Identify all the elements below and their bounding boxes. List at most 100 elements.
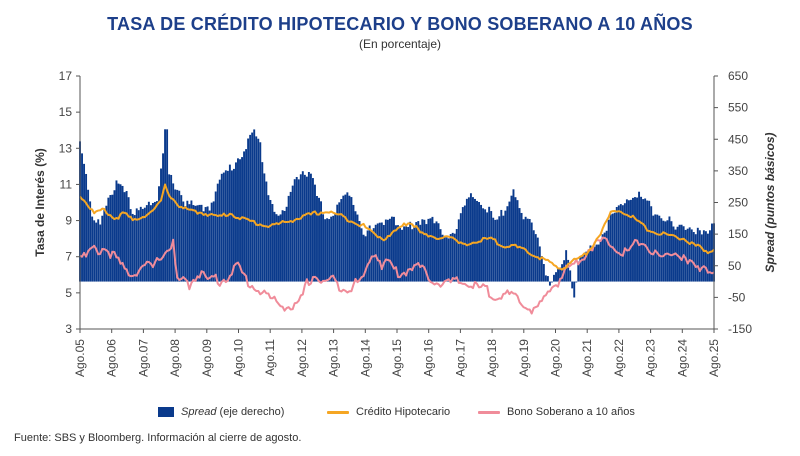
spread-bar <box>482 208 485 282</box>
spread-bar <box>309 173 312 282</box>
spread-bar <box>496 219 499 282</box>
x-tick-label: Ago.06 <box>105 339 119 377</box>
spread-bar <box>451 232 454 282</box>
spread-bar <box>443 236 446 282</box>
x-tick-label: Ago.10 <box>232 339 246 377</box>
spread-bar <box>555 272 557 282</box>
spread-bar <box>117 183 120 282</box>
x-tick-label: Ago.15 <box>390 339 404 377</box>
spread-bar <box>174 189 177 282</box>
spread-bar <box>696 227 699 282</box>
spread-bar <box>243 151 246 282</box>
spread-bar <box>307 172 310 282</box>
spread-bar <box>295 176 298 282</box>
spread-bar <box>245 149 248 282</box>
legend-spread: Spread (eje derecho) <box>158 406 284 418</box>
left-tick-label: 13 <box>59 141 73 155</box>
spread-bar <box>660 218 663 282</box>
spread-bar <box>711 223 713 282</box>
legend-bond-label: Bono Soberano a 10 años <box>507 406 635 418</box>
spread-bar <box>690 229 693 282</box>
spread-bar <box>615 207 618 282</box>
spread-bar <box>605 230 608 282</box>
spread-bar <box>376 223 379 282</box>
spread-bar <box>218 179 221 282</box>
spread-bar <box>623 203 626 282</box>
spread-bar <box>81 153 83 282</box>
spread-bar <box>386 219 389 282</box>
x-tick-label: Ago.12 <box>295 339 309 377</box>
spread-bar <box>93 220 96 282</box>
spread-bar <box>198 204 201 282</box>
spread-bar <box>694 234 697 282</box>
chart-subtitle: (En porcentaje) <box>358 37 442 51</box>
right-tick-label: 150 <box>728 227 748 241</box>
spread-bar <box>133 215 136 282</box>
spread-bar <box>380 222 383 282</box>
spread-bar <box>627 200 630 282</box>
spread-bar <box>617 205 620 282</box>
spread-bar <box>127 197 130 282</box>
spread-bar <box>472 197 474 282</box>
spread-bar <box>255 136 258 282</box>
spread-bar <box>684 229 687 282</box>
spread-bar <box>559 267 562 282</box>
spread-bar <box>228 164 231 282</box>
spread-bar <box>441 234 444 282</box>
spread-bar <box>459 213 462 282</box>
spread-bar <box>453 233 456 282</box>
spread-bar <box>220 173 223 282</box>
spread-bar <box>409 221 412 282</box>
spread-bar <box>196 205 199 282</box>
spread-bar <box>706 233 709 282</box>
spread-bar <box>486 212 489 282</box>
spread-bar <box>158 186 160 282</box>
spread-bar <box>251 132 254 282</box>
left-tick-label: 17 <box>59 69 73 83</box>
spread-bar <box>249 134 252 282</box>
spread-bar <box>516 200 519 282</box>
spread-bar <box>601 234 604 282</box>
spread-bar <box>190 200 193 282</box>
spread-bar <box>652 215 655 282</box>
x-tick-label: Ago.11 <box>263 339 277 376</box>
spread-bar <box>273 211 276 282</box>
spread-bar <box>311 178 314 282</box>
spread-bar <box>648 200 651 282</box>
spread-bar <box>279 214 282 282</box>
spread-bar <box>235 162 237 282</box>
spread-bar <box>540 256 543 282</box>
spread-bar <box>283 210 286 282</box>
right-tick-label: 650 <box>728 69 748 83</box>
spread-bar <box>467 197 470 282</box>
spread-bar <box>577 261 580 282</box>
spread-bar <box>186 200 189 282</box>
spread-bar <box>340 199 343 282</box>
spread-bar <box>97 219 100 282</box>
spread-bar <box>411 229 414 282</box>
source-note: Fuente: SBS y Bloomberg. Información al … <box>14 432 302 444</box>
spread-bar <box>447 238 450 282</box>
left-tick-label: 9 <box>65 214 72 228</box>
spread-bar <box>704 231 707 282</box>
legend-bond-swatch <box>478 410 500 414</box>
spread-bar <box>629 199 632 282</box>
legend-credit-label: Crédito Hipotecario <box>356 406 451 418</box>
legend: Spread (eje derecho) Crédito Hipotecario… <box>0 406 800 422</box>
spread-bar <box>141 208 144 282</box>
spread-bar <box>646 200 649 282</box>
spread-bar <box>85 173 88 282</box>
spread-bar <box>336 204 339 282</box>
spread-bar <box>147 201 150 282</box>
spread-bar <box>214 191 217 282</box>
spread-bar <box>575 281 578 283</box>
right-tick-label: -150 <box>728 322 752 336</box>
spread-bar <box>149 205 152 282</box>
spread-bar <box>476 200 478 282</box>
spread-bar <box>241 157 244 282</box>
spread-bar <box>465 198 468 282</box>
spread-bar <box>640 196 643 282</box>
x-tick-label: Ago.25 <box>707 339 721 377</box>
x-tick-label: Ago.18 <box>485 339 499 377</box>
